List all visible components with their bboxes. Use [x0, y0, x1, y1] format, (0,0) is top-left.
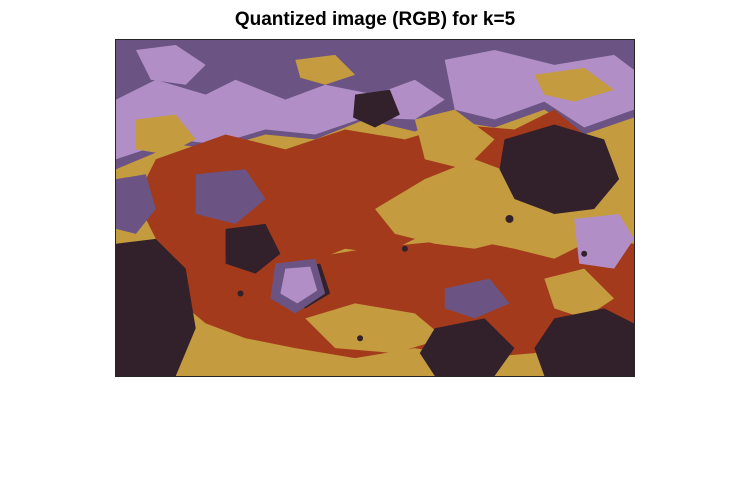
region-purple-stone-1 — [195, 169, 266, 224]
region-purple-mid — [444, 278, 510, 319]
region-lavender-2 — [444, 49, 634, 128]
speckle-1 — [237, 290, 244, 297]
region-mustard-top-right — [534, 67, 615, 102]
region-lavender-right — [574, 213, 634, 269]
fish-eye-1 — [505, 214, 514, 223]
region-dark-stone — [499, 124, 620, 214]
fish-eye-2 — [401, 245, 408, 252]
speckle-3 — [581, 250, 588, 257]
region-dark-small-3 — [353, 89, 400, 128]
region-mustard-top — [295, 54, 356, 85]
figure-title: Quantized image (RGB) for k=5 — [234, 9, 516, 30]
region-purple-left — [116, 174, 156, 234]
region-dark-small-1 — [225, 223, 281, 274]
region-mustard-mid — [414, 109, 495, 170]
region-lavender-3 — [135, 44, 206, 85]
region-dark-left — [116, 238, 196, 376]
region-mustard-right — [544, 268, 615, 319]
region-mustard-left — [135, 114, 196, 155]
speckle-2 — [357, 335, 364, 342]
region-dark-bottom-mid — [419, 318, 515, 376]
region-dark-bottom-right — [534, 308, 634, 376]
quantized-image-canvas — [116, 40, 634, 376]
region-mustard-lower — [305, 303, 445, 354]
region-mustard-fish — [375, 159, 535, 249]
region-lavender-stone — [280, 266, 318, 304]
quantized-image — [115, 39, 635, 377]
